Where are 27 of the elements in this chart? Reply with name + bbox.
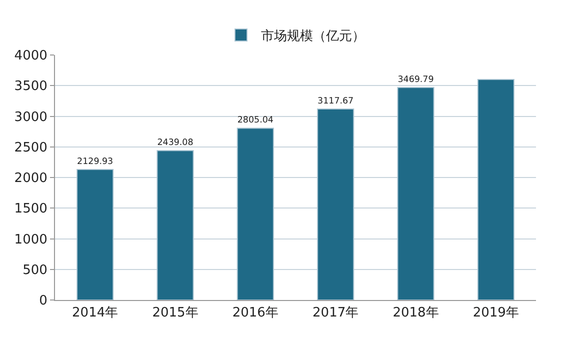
y-tick-label: 2000 <box>14 171 48 186</box>
y-tick-label: 4000 <box>14 48 48 64</box>
y-tick-label: 3000 <box>14 110 48 125</box>
bar <box>156 150 194 300</box>
x-tick-label: 2014年 <box>72 306 118 321</box>
data-label: 2439.08 <box>157 138 194 148</box>
y-tick-label: 1500 <box>14 202 48 217</box>
bar <box>397 86 434 300</box>
legend-label: 市场规模（亿元） <box>261 29 365 44</box>
y-tick-label: 0 <box>39 294 48 309</box>
x-tick-label: 2016年 <box>232 306 278 321</box>
data-label: 2129.93 <box>77 156 114 167</box>
bar <box>236 128 274 300</box>
data-label: 2805.04 <box>237 116 274 126</box>
y-tick-label: 1000 <box>14 232 48 248</box>
x-tick-label: 2018年 <box>392 306 439 321</box>
x-tick-label: 2019年 <box>472 306 519 321</box>
y-tick-label: 2500 <box>14 140 48 156</box>
x-tick-label: 2015年 <box>152 306 198 321</box>
bar <box>317 108 354 300</box>
bar <box>76 169 114 300</box>
y-tick-label: 3500 <box>14 79 48 94</box>
x-tick-label: 2017年 <box>312 306 359 321</box>
y-tick-label: 500 <box>22 262 48 278</box>
data-label: 3117.67 <box>318 96 354 106</box>
bar <box>477 79 514 300</box>
data-label: 3469.79 <box>398 74 434 85</box>
